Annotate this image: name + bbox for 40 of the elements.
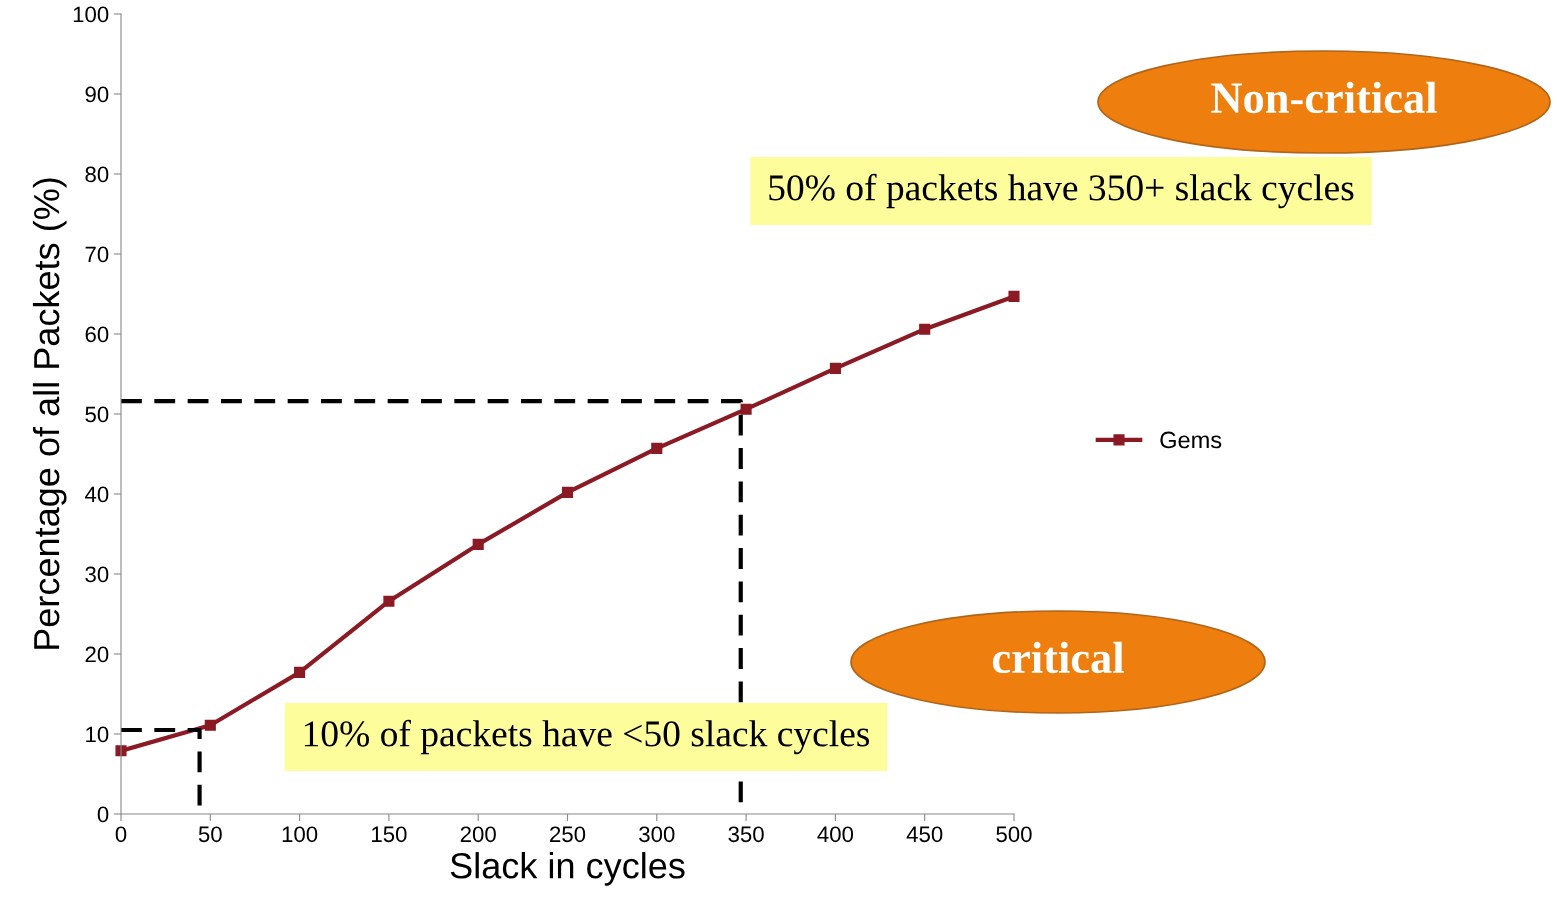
y-tick-label: 40	[84, 486, 109, 503]
point	[294, 666, 306, 678]
annotation: critical	[992, 641, 1124, 674]
x-tick-label: 200	[460, 826, 496, 843]
y-tick-label: 90	[85, 86, 109, 103]
y-tick-label: 30	[85, 566, 109, 583]
x-tick-label: 450	[906, 826, 943, 843]
x-tick-label: 400	[817, 826, 854, 843]
x-tick-label: 0	[115, 826, 127, 843]
point	[561, 486, 574, 498]
point	[829, 362, 841, 374]
annotation: 50% of packets have 350+ slack cycles	[769, 173, 1354, 209]
y-tick-label: 10	[86, 726, 109, 743]
point	[115, 745, 127, 757]
y-tick-label: 100	[73, 6, 109, 23]
point	[472, 538, 484, 550]
point	[651, 442, 663, 454]
annotation: 10% of packets have <50 slack cycles	[304, 719, 870, 755]
point	[1008, 290, 1020, 302]
legend-label: Gems	[1160, 431, 1222, 449]
y-tick-label: 20	[85, 646, 109, 663]
x-tick-label: 300	[639, 826, 675, 843]
y-tick-label: 0	[97, 806, 109, 823]
x-tick-label: 150	[372, 826, 407, 843]
x-tick-label: 500	[996, 826, 1032, 843]
point	[919, 323, 931, 335]
x-tick-label: 350	[728, 826, 764, 843]
y-tick-label: 70	[85, 246, 109, 263]
x-tick-label: 100	[282, 826, 318, 843]
point	[204, 719, 216, 731]
x-tick-label: 250	[550, 826, 586, 843]
y-tick-label: 60	[85, 326, 109, 343]
y-tick-label: 80	[85, 166, 109, 183]
y-axis-title: Percentage of all Packets (%)	[32, 178, 67, 649]
x-tick-label: 50	[198, 826, 222, 843]
point	[740, 403, 752, 415]
point	[383, 595, 395, 607]
y-tick-label: 50	[85, 406, 109, 423]
x-axis-title: Slack in cycles	[450, 852, 685, 886]
text: Non-critical	[1211, 81, 1437, 114]
